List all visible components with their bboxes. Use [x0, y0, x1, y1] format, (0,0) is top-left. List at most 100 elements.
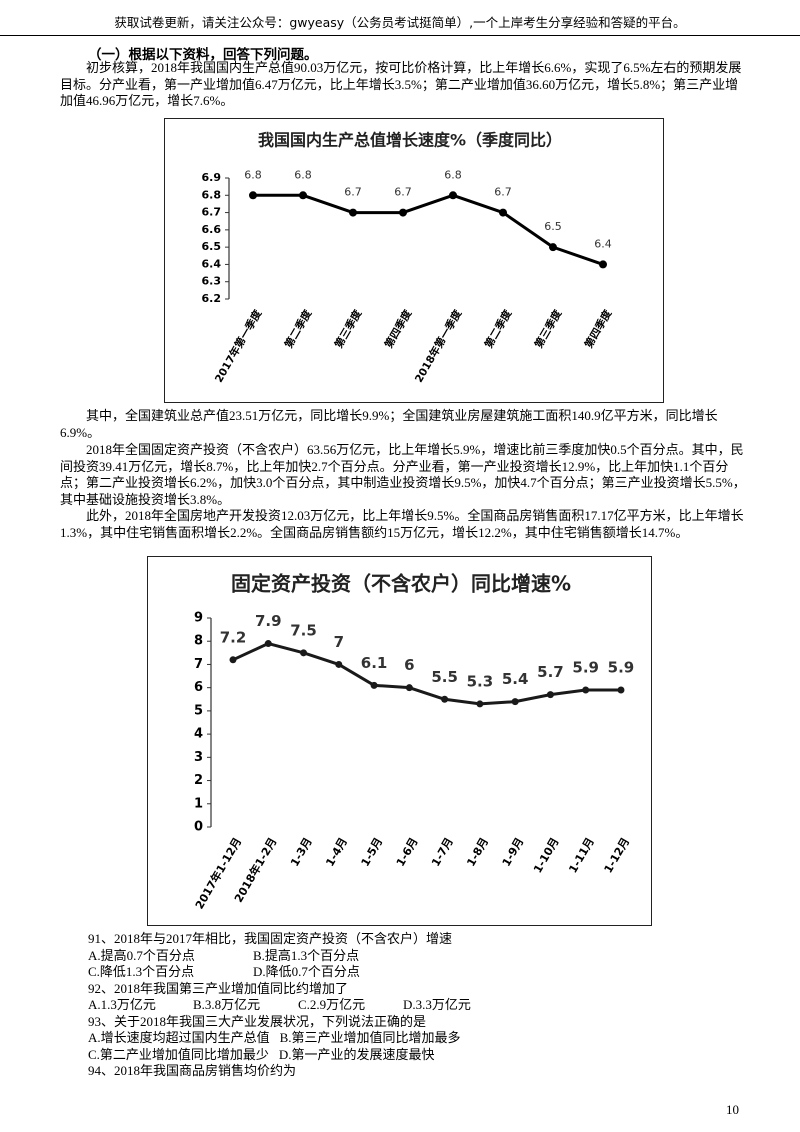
option-row: A.增长速度均超过国内生产总值 B.第三产业增加值同比增加最多 — [88, 1030, 748, 1047]
point — [229, 656, 237, 664]
y-tick-label: 4 — [194, 727, 203, 742]
value-label: 6.8 — [244, 168, 262, 181]
y-tick-label: 6 — [194, 680, 203, 695]
point — [599, 260, 607, 269]
point — [399, 208, 407, 217]
y-tick-label: 6.5 — [202, 240, 222, 253]
x-tick-label: 1-3月 — [288, 836, 315, 869]
option: B.3.8万亿元 — [193, 997, 261, 1012]
page-number: 10 — [726, 1102, 739, 1117]
point — [617, 686, 625, 694]
option: B.第三产业增加值同比增加最多 — [279, 1030, 461, 1045]
x-tick-label: 1-10月 — [531, 836, 562, 876]
x-tick-label: 1-11月 — [566, 836, 597, 876]
point — [449, 191, 457, 200]
option-row: A.提高0.7个百分点 B.提高1.3个百分点 — [88, 948, 748, 965]
option: D.降低0.7个百分点 — [253, 964, 360, 979]
value-label: 7.9 — [255, 612, 282, 630]
y-tick-label: 5 — [194, 703, 203, 718]
x-tick-label: 1-12月 — [602, 836, 633, 876]
option: A.提高0.7个百分点 — [88, 947, 195, 963]
point — [511, 698, 519, 706]
x-tick-label: 第二季度 — [282, 307, 315, 350]
option: B.提高1.3个百分点 — [253, 947, 360, 963]
x-tick-label: 1-6月 — [394, 836, 421, 869]
y-tick-label: 1 — [194, 796, 203, 811]
paragraph: 其中，全国建筑业总产值23.51万亿元，同比增长9.9%；全国建筑业房屋建筑施工… — [60, 408, 718, 440]
question-stem: 94、2018年我国商品房销售均价约为 — [88, 1063, 297, 1078]
value-label: 7.2 — [220, 628, 247, 646]
value-label: 6.7 — [394, 186, 412, 199]
value-label: 5.4 — [502, 670, 529, 688]
value-label: 7.5 — [290, 621, 317, 639]
questions: 91、2018年与2017年相比，我国固定资产投资（不含农户）增速 A.提高0.7… — [88, 931, 748, 1080]
x-tick-label: 第三季度 — [532, 307, 565, 350]
point — [499, 208, 507, 217]
value-label: 6.1 — [361, 654, 388, 672]
point — [549, 243, 557, 252]
option: C.降低1.3个百分点 — [88, 964, 195, 979]
option-row: C.第二产业增加值同比增加最少 D.第一产业的发展速度最快 — [88, 1047, 748, 1064]
paragraph: 此外，2018年全国房地产开发投资12.03万亿元，比上年增长9.5%。全国商品… — [60, 508, 744, 540]
value-label: 6.7 — [494, 186, 512, 199]
value-label: 5.3 — [467, 672, 494, 690]
x-tick-label: 第四季度 — [382, 307, 415, 350]
option-row: C.降低1.3个百分点 D.降低0.7个百分点 — [88, 964, 748, 981]
chart: 固定资产投资（不含农户）同比增速% 0 1 2 3 4 5 6 7 8 9 7.2 7.9 7.5 7 6.1… — [147, 556, 652, 926]
y-tick-label: 3 — [194, 750, 203, 765]
point — [300, 649, 308, 657]
point — [476, 700, 484, 708]
y-tick-label: 6.3 — [202, 275, 222, 288]
paragraph: 初步核算，2018年我国国内生产总值90.03万亿元，按可比价格计算，比上年增长… — [60, 60, 742, 108]
point — [546, 691, 554, 699]
y-tick-label: 6.9 — [202, 171, 222, 184]
paragraph: 2018年全国固定资产投资（不含农户）63.56万亿元，比上年增长5.9%，增速… — [60, 442, 746, 507]
chart-title: 我国国内生产总值增长速度%（季度同比） — [258, 131, 562, 150]
y-tick-label: 2 — [194, 773, 203, 788]
value-label: 6 — [404, 656, 414, 674]
y-tick-label: 6.6 — [202, 223, 222, 236]
option-row: A.1.3万亿元 B.3.8万亿元 C.2.9万亿元 D.3.3万亿元 — [88, 997, 748, 1014]
option: C.2.9万亿元 — [298, 997, 366, 1012]
point — [335, 660, 343, 668]
y-tick-label: 6.7 — [202, 206, 222, 219]
point — [349, 208, 357, 217]
value-label: 6.8 — [294, 168, 312, 181]
value-label: 5.9 — [608, 658, 635, 676]
value-label: 7 — [334, 633, 344, 651]
value-label: 6.8 — [444, 168, 462, 181]
point — [441, 695, 449, 703]
point — [249, 191, 257, 200]
line-series — [253, 193, 604, 266]
value-label: 5.7 — [537, 663, 564, 681]
option: D.3.3万亿元 — [403, 997, 471, 1012]
line-series — [232, 642, 621, 706]
question-stem: 93、关于2018年我国三大产业发展状况，下列说法正确的是 — [88, 1013, 427, 1029]
y-tick-label: 7 — [194, 657, 203, 672]
value-label: 5.9 — [572, 658, 599, 676]
section-title: （一）根据以下资料，回答下列问题。 — [88, 47, 318, 62]
x-tick-label: 第四季度 — [582, 307, 615, 350]
x-tick-label: 1-4月 — [323, 836, 350, 869]
point — [582, 686, 590, 694]
y-tick-label: 6.4 — [202, 257, 222, 270]
chart-title: 固定资产投资（不含农户）同比增速% — [231, 572, 571, 596]
option: A.增长速度均超过国内生产总值 — [88, 1030, 270, 1045]
y-tick-label: 8 — [194, 634, 203, 649]
value-label: 6.4 — [594, 237, 612, 250]
x-tick-label: 第三季度 — [332, 307, 365, 350]
value-label: 6.5 — [544, 220, 562, 233]
y-tick-label: 6.8 — [202, 188, 222, 201]
x-tick-label: 1-9月 — [500, 836, 527, 869]
x-tick-label: 2018年第一季度 — [412, 307, 464, 385]
point — [299, 191, 307, 200]
question-stem: 92、2018年我国第三产业增加值同比约增加了 — [88, 980, 349, 996]
y-tick-label: 6.2 — [202, 292, 222, 305]
y-tick-label: 9 — [194, 611, 203, 626]
page-header: 获取试卷更新，请关注公众号：gwyeasy（公务员考试挺简单）,一个上岸考生分享… — [0, 12, 800, 36]
value-label: 5.5 — [431, 668, 458, 686]
point — [264, 640, 272, 648]
x-tick-label: 第二季度 — [482, 307, 515, 350]
point — [370, 681, 378, 689]
x-tick-label: 2017年第一季度 — [212, 307, 264, 385]
